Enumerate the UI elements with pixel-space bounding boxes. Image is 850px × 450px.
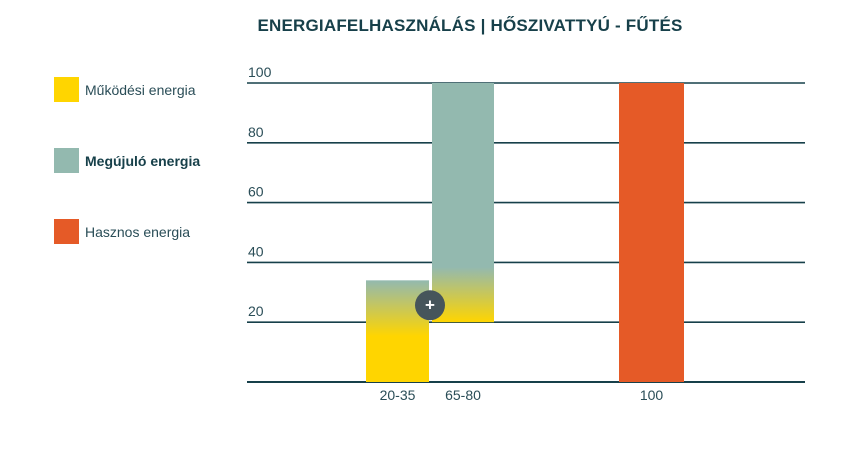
x-tick-label: 20-35 (380, 387, 416, 403)
plus-icon[interactable]: + (425, 295, 435, 314)
chart-title: ENERGIAFELHASZNÁLÁS | HŐSZIVATTYÚ - FŰTÉ… (257, 16, 683, 35)
y-tick-label: 20 (248, 303, 264, 319)
legend-label-useful: Hasznos energia (85, 223, 191, 240)
y-tick-label: 100 (248, 64, 272, 80)
legend-swatch-operating (54, 77, 79, 102)
y-tick-label: 60 (248, 184, 264, 200)
x-tick-label: 100 (640, 387, 664, 403)
y-tick-label: 80 (248, 124, 264, 140)
legend-item-operating: Működési energia (54, 77, 196, 102)
bar-65-80 (432, 83, 494, 323)
legend-swatch-useful (54, 219, 79, 244)
plus-button[interactable]: + (415, 290, 445, 321)
legend-label-operating: Működési energia (85, 81, 196, 98)
legend-label-renewable: Megújuló energia (85, 152, 201, 169)
plus-button-circle[interactable] (415, 290, 445, 321)
bar-100 (619, 83, 684, 382)
y-tick-label: 40 (248, 243, 264, 259)
x-tick-label: 65-80 (445, 387, 481, 403)
legend-swatch-renewable (54, 148, 79, 173)
legend-item-renewable: Megújuló energia (54, 148, 200, 173)
legend-item-useful: Hasznos energia (54, 219, 190, 244)
